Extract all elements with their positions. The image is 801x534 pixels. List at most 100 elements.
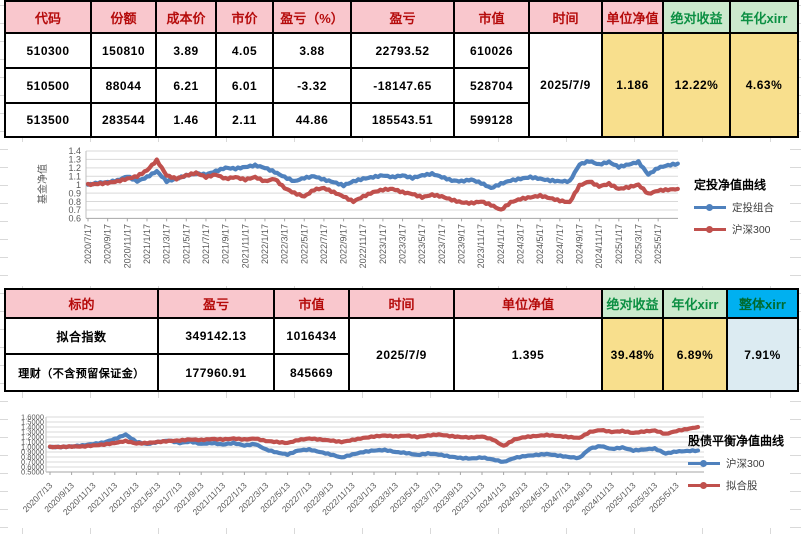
cell-pl[interactable]: 177960.91 bbox=[157, 353, 275, 392]
cell-cost-price[interactable]: 3.89 bbox=[155, 32, 217, 69]
header-annual-xirr[interactable]: 年化xirr bbox=[729, 0, 799, 34]
cell-unit-nav-merged[interactable]: 1.395 bbox=[453, 317, 603, 392]
header-pl-percent[interactable]: 盈亏（%） bbox=[272, 0, 352, 34]
svg-text:2023/9/17: 2023/9/17 bbox=[457, 224, 467, 264]
cell-market-value[interactable]: 610026 bbox=[453, 32, 530, 69]
header-shares[interactable]: 份额 bbox=[90, 0, 157, 34]
svg-text:2022/1/17: 2022/1/17 bbox=[260, 224, 270, 264]
header-unit-nav[interactable]: 单位净值 bbox=[453, 288, 603, 319]
cell-annual-xirr-merged[interactable]: 6.89% bbox=[662, 317, 728, 392]
legend-label: 拟合股 bbox=[726, 480, 758, 492]
svg-text:2022/9/17: 2022/9/17 bbox=[339, 224, 349, 264]
chart-title: 股债平衡净值曲线 bbox=[688, 434, 785, 448]
svg-text:1.4000: 1.4000 bbox=[21, 423, 44, 432]
svg-text:0.6000: 0.6000 bbox=[21, 463, 44, 472]
cell-abs-return-merged[interactable]: 39.48% bbox=[601, 317, 664, 392]
legend-label: 沪深300 bbox=[732, 224, 771, 236]
holdings-header-row: 代码 份额 成本价 市价 盈亏（%） 盈亏 市值 时间 单位净值 绝对收益 年化… bbox=[4, 0, 799, 34]
svg-text:2022/5/17: 2022/5/17 bbox=[299, 224, 309, 264]
cell-cost-price[interactable]: 1.46 bbox=[155, 102, 217, 138]
cell-pl-percent[interactable]: 3.88 bbox=[272, 32, 352, 69]
dca-chart-legend: 定投净值曲线 定投组合 沪深300 bbox=[694, 176, 774, 237]
cell-code[interactable]: 510300 bbox=[4, 32, 92, 69]
stock-bond-chart: 1.60001.50001.40001.30001.20001.10001.00… bbox=[8, 398, 790, 528]
cell-code[interactable]: 510500 bbox=[4, 67, 92, 104]
svg-text:2023/1/17: 2023/1/17 bbox=[378, 224, 388, 264]
svg-text:1.4: 1.4 bbox=[68, 146, 81, 156]
cell-market-price[interactable]: 4.05 bbox=[215, 32, 274, 69]
header-overall-xirr[interactable]: 整体xirr bbox=[726, 288, 799, 319]
header-pl[interactable]: 盈亏 bbox=[157, 288, 275, 319]
legend-item: 拟合股 bbox=[688, 478, 784, 493]
cell-unit-nav-merged[interactable]: 1.186 bbox=[601, 32, 664, 138]
table-row: 510500 88044 6.21 6.01 -3.32 -18147.65 5… bbox=[4, 67, 798, 104]
cell-target[interactable]: 拟合指数 bbox=[4, 317, 159, 355]
cell-pl[interactable]: 349142.13 bbox=[157, 317, 275, 355]
svg-text:2021/9/17: 2021/9/17 bbox=[221, 224, 231, 264]
cell-market-value[interactable]: 845669 bbox=[273, 353, 350, 392]
cell-annual-xirr-merged[interactable]: 4.63% bbox=[729, 32, 799, 138]
svg-text:1.6000: 1.6000 bbox=[21, 413, 44, 422]
holdings-table: 代码 份额 成本价 市价 盈亏（%） 盈亏 市值 时间 单位净值 绝对收益 年化… bbox=[4, 0, 799, 138]
header-code[interactable]: 代码 bbox=[4, 0, 92, 34]
svg-text:0.7: 0.7 bbox=[68, 205, 81, 215]
svg-text:2022/7/17: 2022/7/17 bbox=[319, 224, 329, 264]
header-unit-nav[interactable]: 单位净值 bbox=[601, 0, 664, 34]
svg-text:2021/1/17: 2021/1/17 bbox=[142, 224, 152, 264]
svg-text:2025/3/17: 2025/3/17 bbox=[633, 224, 643, 264]
header-market-value[interactable]: 市值 bbox=[453, 0, 530, 34]
header-abs-return[interactable]: 绝对收益 bbox=[662, 0, 731, 34]
cell-cost-price[interactable]: 6.21 bbox=[155, 67, 217, 104]
cell-target[interactable]: 理财（不含预留保证金） bbox=[4, 353, 159, 392]
line-marker-icon bbox=[694, 204, 726, 211]
header-pl[interactable]: 盈亏 bbox=[350, 0, 455, 34]
cell-market-price[interactable]: 2.11 bbox=[215, 102, 274, 138]
cell-abs-return-merged[interactable]: 12.22% bbox=[662, 32, 731, 138]
svg-text:1.2: 1.2 bbox=[68, 163, 81, 173]
legend-label: 沪深300 bbox=[726, 458, 765, 470]
cell-pl-percent[interactable]: -3.32 bbox=[272, 67, 352, 104]
header-cost-price[interactable]: 成本价 bbox=[155, 0, 217, 34]
cell-shares[interactable]: 283544 bbox=[90, 102, 157, 138]
cell-pl[interactable]: -18147.65 bbox=[350, 67, 455, 104]
cell-shares[interactable]: 150810 bbox=[90, 32, 157, 69]
header-annual-xirr[interactable]: 年化xirr bbox=[662, 288, 728, 319]
svg-text:1.1000: 1.1000 bbox=[21, 438, 44, 447]
cell-pl[interactable]: 22793.52 bbox=[350, 32, 455, 69]
cell-time-merged[interactable]: 2025/7/9 bbox=[348, 317, 455, 392]
svg-text:2024/9/17: 2024/9/17 bbox=[575, 224, 585, 264]
svg-text:2020/9/17: 2020/9/17 bbox=[103, 224, 113, 264]
svg-text:2024/3/17: 2024/3/17 bbox=[516, 224, 526, 264]
stock-bond-chart-legend: 股债平衡净值曲线 沪深300 拟合股 bbox=[688, 432, 784, 493]
cell-market-value[interactable]: 528704 bbox=[453, 67, 530, 104]
svg-text:2024/7/17: 2024/7/17 bbox=[555, 224, 565, 264]
header-abs-return[interactable]: 绝对收益 bbox=[601, 288, 664, 319]
cell-pl[interactable]: 185543.51 bbox=[350, 102, 455, 138]
header-market-price[interactable]: 市价 bbox=[215, 0, 274, 34]
line-marker-icon bbox=[688, 482, 720, 489]
cell-time-merged[interactable]: 2025/7/9 bbox=[528, 32, 603, 138]
svg-text:2023/5/17: 2023/5/17 bbox=[417, 224, 427, 264]
legend-label: 定投组合 bbox=[732, 202, 774, 214]
cell-pl-percent[interactable]: 44.86 bbox=[272, 102, 352, 138]
cell-shares[interactable]: 88044 bbox=[90, 67, 157, 104]
header-target[interactable]: 标的 bbox=[4, 288, 159, 319]
cell-code[interactable]: 513500 bbox=[4, 102, 92, 138]
svg-text:0.8000: 0.8000 bbox=[21, 453, 44, 462]
header-market-value[interactable]: 市值 bbox=[273, 288, 350, 319]
cell-overall-xirr-merged[interactable]: 7.91% bbox=[726, 317, 799, 392]
legend-item: 沪深300 bbox=[688, 456, 784, 471]
cell-market-price[interactable]: 6.01 bbox=[215, 67, 274, 104]
cell-market-value[interactable]: 599128 bbox=[453, 102, 530, 138]
svg-text:0.6: 0.6 bbox=[68, 214, 81, 224]
svg-text:1.5000: 1.5000 bbox=[21, 418, 44, 427]
header-time[interactable]: 时间 bbox=[348, 288, 455, 319]
svg-text:2025/1/17: 2025/1/17 bbox=[614, 224, 624, 264]
header-time[interactable]: 时间 bbox=[528, 0, 603, 34]
line-marker-icon bbox=[688, 460, 720, 467]
cell-market-value[interactable]: 1016434 bbox=[273, 317, 350, 355]
svg-text:2023/3/17: 2023/3/17 bbox=[398, 224, 408, 264]
balance-table: 标的 盈亏 市值 时间 单位净值 绝对收益 年化xirr 整体xirr 拟合指数… bbox=[4, 288, 799, 392]
table-row: 513500 283544 1.46 2.11 44.86 185543.51 … bbox=[4, 102, 798, 138]
